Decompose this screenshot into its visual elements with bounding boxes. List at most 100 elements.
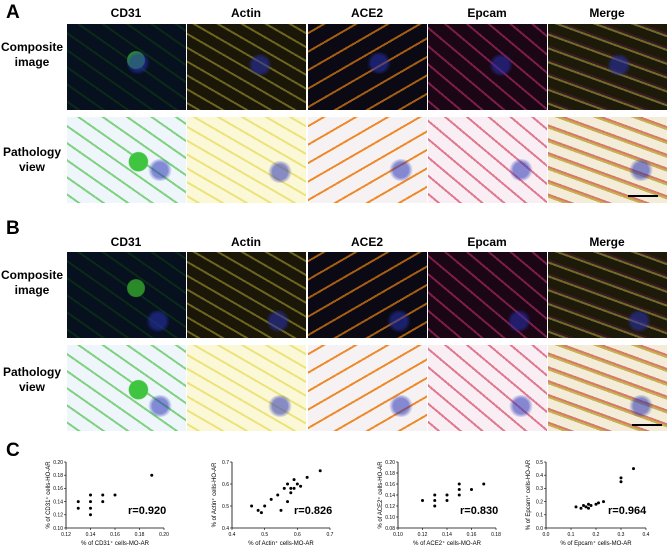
- row-head-line: Composite: [0, 268, 63, 282]
- image-b-composite-epcam: [428, 252, 547, 338]
- data-point: [282, 486, 286, 490]
- data-point: [584, 505, 588, 509]
- image-b-pathology-actin: [187, 345, 306, 431]
- y-tick-label: 0.16: [53, 486, 63, 492]
- data-point: [263, 504, 267, 508]
- y-tick-label: 0.20: [385, 460, 395, 466]
- data-point: [597, 501, 600, 505]
- y-tick-label: 0.4: [536, 473, 543, 479]
- panel-letter-b: B: [6, 218, 20, 239]
- image-b-composite-merge: [548, 252, 667, 338]
- scale-bar: [632, 424, 662, 426]
- correlation-label: r=0.964: [608, 505, 647, 517]
- x-tick-label: 0.18: [135, 532, 145, 538]
- row-head-line: image: [14, 283, 50, 297]
- data-point: [421, 499, 424, 502]
- x-tick-label: 0.16: [110, 532, 120, 538]
- data-point: [289, 486, 293, 490]
- x-tick-label: 0.3: [618, 532, 625, 538]
- x-axis-label: % of Epcam⁺ cells-MO-AR: [560, 540, 632, 547]
- data-point: [574, 505, 578, 509]
- y-tick-label: 0.4: [222, 526, 229, 532]
- image-b-pathology-merge: [548, 345, 667, 431]
- data-point: [433, 504, 437, 508]
- data-point: [276, 493, 280, 497]
- row-head-b-pathology: Pathology view: [0, 365, 64, 395]
- image-a-composite-cd31: [67, 24, 186, 110]
- data-point: [619, 480, 623, 484]
- scale-bar: [628, 195, 658, 197]
- data-point: [89, 500, 92, 504]
- x-axis-label: % of ACE2⁺ cells-MO-AR: [413, 540, 482, 547]
- data-point: [150, 473, 154, 477]
- x-tick-label: 0.2: [593, 532, 600, 538]
- x-tick-label: 0.6: [294, 532, 301, 538]
- y-tick-label: 0.08: [385, 526, 395, 532]
- y-tick-label: 0.12: [53, 513, 63, 519]
- scatter-cd31: 0.12 0.14 0.16 0.18 0.20 0.10 0.12 0.14 0.16 0.18…: [40, 458, 180, 558]
- y-tick-label: 0.12: [385, 504, 395, 510]
- data-point: [470, 488, 473, 491]
- row-head-b-composite: Composite image: [0, 268, 64, 298]
- col-head-b-cd31: CD31: [110, 235, 142, 249]
- col-head-a-ace2: ACE2: [350, 6, 383, 20]
- col-head-a-merge: Merge: [589, 6, 625, 20]
- y-tick-label: 0.5: [536, 460, 543, 466]
- data-point: [89, 506, 92, 510]
- data-point: [582, 504, 585, 508]
- image-a-composite-actin: [187, 24, 306, 110]
- x-axis-label: % of CD31⁺ cells-MO-AR: [81, 540, 150, 547]
- correlation-label: r=0.830: [460, 505, 498, 517]
- row-head-line: Pathology: [2, 145, 61, 159]
- x-tick-label: 0.12: [418, 532, 428, 538]
- image-a-composite-epcam: [428, 24, 547, 110]
- data-point: [289, 491, 293, 495]
- x-tick-label: 0.16: [467, 532, 477, 538]
- y-tick-label: 0.14: [385, 493, 395, 499]
- col-head-b-epcam: Epcam: [467, 235, 507, 249]
- col-head-a-actin: Actin: [231, 6, 261, 20]
- x-tick-label: 0.0: [543, 532, 550, 538]
- y-tick-label: 0.3: [536, 486, 543, 492]
- col-head-a-epcam: Epcam: [467, 6, 507, 20]
- data-point: [632, 467, 635, 471]
- y-tick-label: 0.5: [222, 504, 229, 510]
- data-point: [433, 499, 437, 502]
- y-tick-label: 0.10: [385, 515, 395, 521]
- data-point: [482, 482, 486, 486]
- y-tick-label: 0.18: [385, 471, 395, 477]
- row-head-a-composite: Composite image: [0, 40, 64, 70]
- x-tick-label: 0.10: [393, 532, 403, 538]
- x-tick-label: 0.14: [86, 532, 96, 538]
- y-tick-label: 0.0: [536, 526, 543, 532]
- x-tick-label: 0.4: [643, 532, 650, 538]
- data-point: [594, 502, 598, 506]
- row-head-a-pathology: Pathology view: [0, 145, 64, 175]
- scatter-actin: 0.4 0.5 0.6 0.7 0.4 0.5 0.6 0.7 % of Actin⁺ cell…: [206, 458, 346, 558]
- row-head-line: Pathology: [2, 365, 61, 379]
- x-tick-label: 0.5: [261, 532, 268, 538]
- x-axis-label: % of Actin⁺ cells-MO-AR: [248, 540, 314, 547]
- row-head-line: view: [18, 380, 45, 394]
- y-tick-label: 0.20: [53, 460, 63, 466]
- col-head-b-ace2: ACE2: [350, 235, 383, 249]
- data-point: [457, 488, 461, 491]
- data-point: [457, 493, 461, 497]
- data-point: [292, 486, 296, 490]
- data-point: [589, 504, 593, 508]
- y-tick-label: 0.7: [222, 460, 229, 466]
- x-tick-label: 0.12: [61, 532, 71, 538]
- data-point: [286, 482, 290, 486]
- correlation-label: r=0.920: [128, 505, 166, 517]
- col-head-b-actin: Actin: [231, 235, 261, 249]
- image-a-pathology-ace2: [308, 117, 427, 203]
- scatter-epcam: 0.0 0.1 0.2 0.3 0.4 0.0 0.1 0.2 0.3 0.4 0.5 % of Ep…: [520, 458, 665, 558]
- data-point: [619, 476, 623, 480]
- y-axis-label: % of CD31⁺ cells-HO-AR: [45, 461, 52, 529]
- row-head-line: Composite: [0, 40, 63, 54]
- data-point: [602, 500, 605, 504]
- data-point: [295, 482, 299, 486]
- data-point: [445, 493, 449, 497]
- data-point: [76, 506, 80, 510]
- data-point: [579, 506, 583, 510]
